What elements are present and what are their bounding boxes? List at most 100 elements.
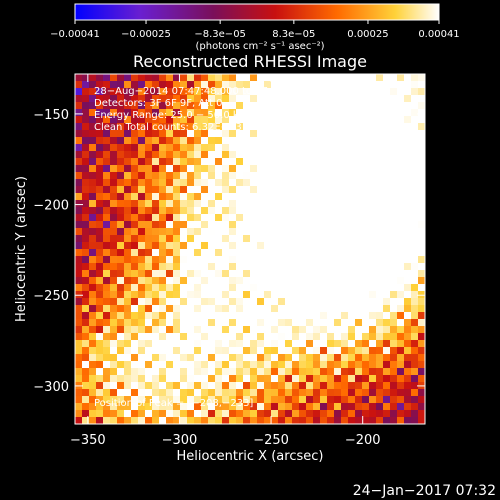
heatmap-cell — [355, 389, 363, 397]
heatmap-cell — [152, 95, 160, 103]
heatmap-cell — [250, 347, 258, 355]
heatmap-cell — [278, 116, 286, 124]
heatmap-cell — [131, 340, 139, 348]
heatmap-cell — [222, 242, 230, 250]
heatmap-cell — [152, 312, 160, 320]
heatmap-cell — [117, 242, 125, 250]
heatmap-cell — [355, 88, 363, 96]
heatmap-cell — [110, 403, 118, 411]
heatmap-cell — [257, 270, 265, 278]
heatmap-cell — [292, 158, 300, 166]
heatmap-cell — [418, 235, 425, 243]
heatmap-cell — [159, 291, 167, 299]
heatmap-cell — [215, 221, 223, 229]
heatmap-cell — [285, 235, 293, 243]
heatmap-cell — [89, 242, 97, 250]
heatmap-cell — [180, 130, 188, 138]
heatmap-cell — [292, 242, 300, 250]
heatmap-cell — [271, 361, 279, 369]
heatmap-cell — [397, 165, 405, 173]
heatmap-cell — [229, 368, 237, 376]
heatmap-cell — [89, 375, 97, 383]
heatmap-cell — [397, 228, 405, 236]
heatmap-cell — [82, 319, 90, 327]
heatmap-cell — [187, 354, 195, 362]
heatmap-cell — [208, 158, 216, 166]
heatmap-cell — [243, 389, 251, 397]
heatmap-cell — [208, 144, 216, 152]
heatmap-cell — [306, 382, 314, 390]
heatmap-cell — [124, 151, 132, 159]
heatmap-cell — [180, 95, 188, 103]
heatmap-cell — [369, 165, 377, 173]
heatmap-cell — [320, 221, 328, 229]
heatmap-cell — [306, 417, 314, 424]
heatmap-cell — [397, 102, 405, 110]
heatmap-cell — [103, 389, 111, 397]
heatmap-cell — [117, 74, 125, 82]
heatmap-cell — [89, 354, 97, 362]
heatmap-cell — [355, 116, 363, 124]
heatmap-cell — [369, 270, 377, 278]
heatmap-cell — [278, 284, 286, 292]
heatmap-cell — [376, 347, 384, 355]
heatmap-cell — [411, 375, 419, 383]
heatmap-cell — [96, 158, 104, 166]
heatmap-cell — [264, 158, 272, 166]
heatmap-cell — [257, 144, 265, 152]
heatmap-cell — [110, 116, 118, 124]
plot-frame — [74, 73, 426, 425]
heatmap-cell — [166, 109, 174, 117]
heatmap-cell — [173, 158, 181, 166]
heatmap-cell — [313, 207, 321, 215]
heatmap-cell — [278, 298, 286, 306]
heatmap-cell — [369, 284, 377, 292]
heatmap-cell — [201, 151, 209, 159]
heatmap-cell — [383, 396, 391, 404]
heatmap-cell — [341, 95, 349, 103]
heatmap-cell — [194, 123, 202, 131]
heatmap-cell — [131, 382, 139, 390]
heatmap-cell — [243, 347, 251, 355]
heatmap-cell — [138, 403, 146, 411]
heatmap-cell — [250, 368, 258, 376]
heatmap-cell — [187, 158, 195, 166]
heatmap-cell — [75, 305, 83, 313]
heatmap-cell — [229, 88, 237, 96]
heatmap-cell — [180, 200, 188, 208]
heatmap-cell — [397, 179, 405, 187]
heatmap-cell — [271, 207, 279, 215]
heatmap-cell — [159, 403, 167, 411]
heatmap-cell — [278, 410, 286, 418]
heatmap-cell — [124, 172, 132, 180]
heatmap-cell — [362, 284, 370, 292]
heatmap-cell — [362, 333, 370, 341]
heatmap-cell — [257, 109, 265, 117]
heatmap-cell — [138, 95, 146, 103]
heatmap-cell — [166, 200, 174, 208]
heatmap-cell — [404, 347, 412, 355]
heatmap-cell — [250, 305, 258, 313]
heatmap-cell — [215, 263, 223, 271]
heatmap-cell — [327, 179, 335, 187]
heatmap-cell — [152, 403, 160, 411]
heatmap-cell — [292, 305, 300, 313]
heatmap-cell — [320, 389, 328, 397]
heatmap-cell — [117, 214, 125, 222]
heatmap-cell — [208, 88, 216, 96]
heatmap-cell — [411, 179, 419, 187]
heatmap-cell — [110, 137, 118, 145]
heatmap-cell — [299, 95, 307, 103]
heatmap-cell — [208, 263, 216, 271]
heatmap-cell — [103, 361, 111, 369]
heatmap-cell — [159, 396, 167, 404]
heatmap-cell — [131, 347, 139, 355]
heatmap-cell — [145, 109, 153, 117]
heatmap-cell — [187, 291, 195, 299]
heatmap-cell — [278, 186, 286, 194]
heatmap-cell — [271, 200, 279, 208]
y-tick-label: −250 — [33, 289, 69, 304]
heatmap-cell — [110, 235, 118, 243]
heatmap-cell — [124, 263, 132, 271]
heatmap-cell — [215, 137, 223, 145]
